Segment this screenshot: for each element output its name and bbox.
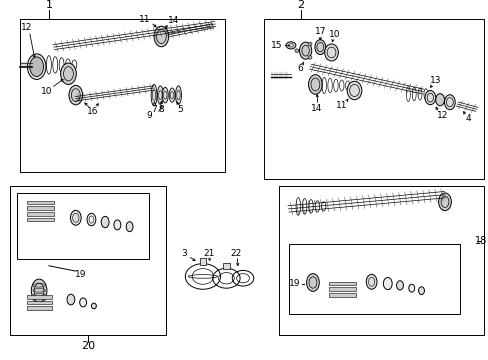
Bar: [27, 218, 54, 221]
Ellipse shape: [444, 95, 454, 110]
Text: 2: 2: [297, 0, 304, 10]
Text: 18: 18: [474, 236, 487, 246]
Bar: [20, 19, 224, 172]
Text: 12: 12: [436, 111, 447, 120]
Text: 15: 15: [270, 41, 282, 50]
Bar: [328, 282, 355, 285]
Text: 12: 12: [21, 23, 33, 32]
Bar: [27, 206, 54, 210]
Text: 14: 14: [310, 104, 322, 113]
Ellipse shape: [307, 56, 311, 59]
Text: 22: 22: [230, 249, 242, 258]
Ellipse shape: [346, 81, 361, 100]
Text: 17: 17: [314, 27, 325, 36]
Ellipse shape: [418, 287, 424, 294]
Ellipse shape: [31, 279, 47, 302]
Ellipse shape: [154, 26, 168, 47]
Text: 5: 5: [177, 105, 183, 114]
Text: 19: 19: [288, 279, 300, 288]
Text: 1: 1: [45, 0, 52, 10]
Text: 9: 9: [146, 111, 152, 120]
Text: 3: 3: [181, 249, 187, 258]
Bar: [17, 193, 149, 259]
Ellipse shape: [27, 54, 46, 80]
Ellipse shape: [67, 294, 75, 305]
Bar: [27, 301, 52, 304]
Ellipse shape: [308, 75, 322, 94]
Bar: [27, 295, 52, 299]
Ellipse shape: [126, 222, 133, 231]
Text: 21: 21: [203, 249, 214, 258]
Ellipse shape: [396, 281, 403, 290]
Ellipse shape: [87, 213, 96, 226]
Ellipse shape: [299, 42, 311, 59]
Text: 19: 19: [75, 270, 86, 279]
Ellipse shape: [70, 210, 81, 225]
Bar: [264, 19, 483, 179]
Bar: [10, 186, 166, 335]
Text: 10: 10: [41, 87, 52, 96]
Ellipse shape: [162, 87, 168, 103]
Bar: [27, 201, 54, 204]
Text: 7: 7: [151, 105, 157, 114]
Ellipse shape: [69, 85, 82, 105]
Text: 11: 11: [335, 101, 346, 110]
Ellipse shape: [307, 42, 311, 46]
Ellipse shape: [114, 220, 121, 230]
Ellipse shape: [314, 40, 325, 55]
Ellipse shape: [424, 90, 435, 105]
Ellipse shape: [30, 57, 43, 76]
Ellipse shape: [101, 216, 109, 228]
Bar: [328, 293, 355, 297]
Text: 16: 16: [87, 107, 99, 116]
Bar: [278, 186, 483, 335]
Bar: [328, 288, 355, 291]
Text: 20: 20: [81, 341, 95, 351]
Circle shape: [285, 42, 295, 49]
Ellipse shape: [294, 49, 298, 53]
Ellipse shape: [438, 193, 450, 211]
Ellipse shape: [435, 94, 444, 106]
Ellipse shape: [324, 44, 338, 61]
Ellipse shape: [61, 63, 76, 85]
Ellipse shape: [169, 88, 175, 102]
Text: 14: 14: [167, 16, 179, 25]
Bar: [223, 263, 229, 269]
Ellipse shape: [157, 86, 163, 104]
Bar: [27, 212, 54, 216]
Text: 13: 13: [429, 76, 441, 85]
Ellipse shape: [151, 85, 157, 106]
Text: 6: 6: [297, 64, 303, 73]
Ellipse shape: [306, 274, 319, 291]
Bar: [288, 244, 459, 314]
Ellipse shape: [408, 284, 414, 292]
Ellipse shape: [80, 298, 86, 307]
Text: 11: 11: [138, 15, 150, 24]
Text: 4: 4: [465, 114, 470, 123]
Ellipse shape: [91, 303, 96, 309]
Bar: [199, 258, 206, 265]
Text: 8: 8: [158, 105, 164, 114]
Bar: [27, 306, 52, 310]
Ellipse shape: [366, 274, 376, 289]
Ellipse shape: [383, 278, 391, 289]
Text: 10: 10: [328, 30, 340, 39]
Ellipse shape: [175, 86, 181, 104]
